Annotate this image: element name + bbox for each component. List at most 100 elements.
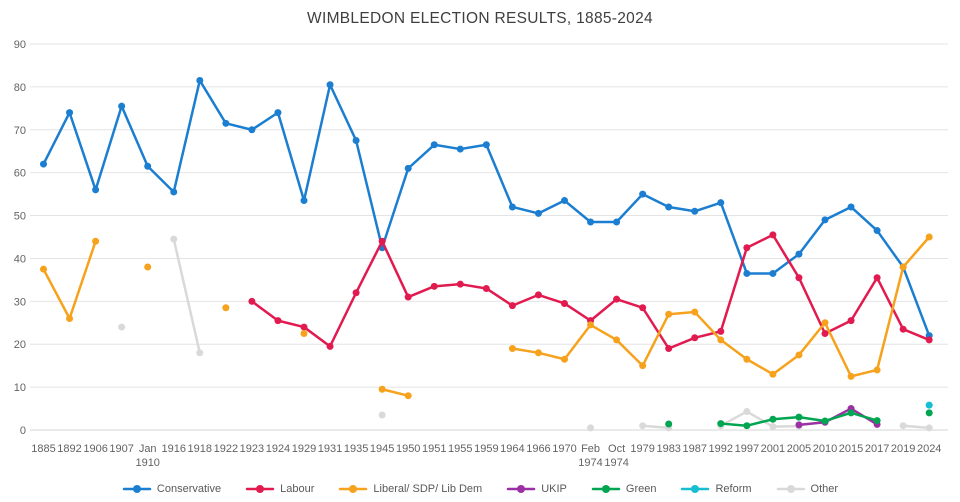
data-point bbox=[144, 263, 152, 271]
legend-item-conservative[interactable]: Conservative bbox=[122, 483, 221, 495]
x-tick-label: 1983 bbox=[656, 443, 680, 455]
x-tick-label: Feb 1974 bbox=[578, 443, 602, 469]
data-point bbox=[847, 317, 855, 325]
x-tick-label: 1931 bbox=[318, 443, 342, 455]
legend-item-labour[interactable]: Labour bbox=[245, 483, 314, 495]
x-tick-label: 1907 bbox=[109, 443, 133, 455]
data-point bbox=[196, 349, 204, 357]
series-conservative bbox=[40, 76, 933, 340]
y-tick-label: 70 bbox=[14, 125, 26, 137]
data-point bbox=[743, 269, 751, 277]
data-point bbox=[769, 415, 777, 423]
legend-label: Conservative bbox=[156, 483, 222, 495]
data-point bbox=[300, 323, 308, 331]
legend-label: Labour bbox=[280, 483, 315, 495]
data-point bbox=[40, 265, 47, 273]
data-point bbox=[587, 321, 595, 329]
data-point bbox=[847, 203, 855, 211]
series-other bbox=[118, 235, 933, 432]
data-point bbox=[769, 423, 777, 431]
data-point bbox=[534, 209, 542, 217]
data-point bbox=[847, 372, 855, 380]
series-line bbox=[511, 235, 931, 378]
data-point bbox=[326, 342, 334, 350]
data-point bbox=[925, 233, 933, 241]
data-point bbox=[196, 76, 204, 84]
data-point bbox=[873, 274, 881, 282]
data-point bbox=[300, 197, 308, 205]
series-liberal-sdp-lib-dem bbox=[40, 233, 933, 400]
x-tick-label: 2005 bbox=[787, 443, 811, 455]
data-point bbox=[899, 422, 907, 430]
x-tick-label: 1892 bbox=[57, 443, 81, 455]
data-point bbox=[170, 188, 178, 196]
x-tick-label: Jan 1910 bbox=[135, 443, 159, 469]
data-point bbox=[40, 160, 47, 168]
data-point bbox=[717, 199, 725, 207]
data-point bbox=[170, 235, 178, 243]
data-point bbox=[639, 362, 647, 370]
data-point bbox=[482, 141, 490, 149]
x-tick-label: 1964 bbox=[500, 443, 524, 455]
data-point bbox=[665, 345, 673, 353]
data-point bbox=[717, 420, 725, 428]
conservative-series-marker-icon bbox=[122, 485, 152, 493]
series-line bbox=[380, 388, 410, 397]
data-point bbox=[404, 164, 412, 172]
x-tick-label: 1935 bbox=[344, 443, 368, 455]
data-point bbox=[717, 336, 725, 344]
legend-item-reform[interactable]: Reform bbox=[680, 483, 752, 495]
legend-item-other[interactable]: Other bbox=[776, 483, 838, 495]
x-tick-label: 2019 bbox=[891, 443, 915, 455]
x-tick-label: 1951 bbox=[422, 443, 446, 455]
data-point bbox=[66, 109, 74, 117]
data-point bbox=[639, 422, 647, 430]
data-point bbox=[691, 334, 699, 342]
legend-label: Liberal/ SDP/ Lib Dem bbox=[373, 483, 483, 495]
y-tick-label: 50 bbox=[14, 211, 26, 223]
x-tick-label: 1945 bbox=[370, 443, 394, 455]
data-point bbox=[795, 413, 803, 421]
x-tick-label: 1970 bbox=[552, 443, 576, 455]
data-point bbox=[743, 244, 751, 252]
data-point bbox=[404, 392, 412, 400]
x-tick-label: 1966 bbox=[526, 443, 550, 455]
data-point bbox=[456, 280, 464, 288]
x-tick-label: 1950 bbox=[396, 443, 420, 455]
x-tick-label: Oct 1974 bbox=[604, 443, 628, 469]
data-point bbox=[665, 203, 673, 211]
data-point bbox=[717, 327, 725, 335]
data-point bbox=[795, 274, 803, 282]
x-tick-label: 2001 bbox=[761, 443, 785, 455]
data-point bbox=[821, 319, 829, 327]
data-point bbox=[378, 237, 386, 245]
data-point bbox=[743, 408, 751, 416]
data-point bbox=[248, 126, 256, 134]
y-tick-label: 90 bbox=[14, 39, 26, 51]
legend-item-green[interactable]: Green bbox=[591, 483, 656, 495]
series-line bbox=[641, 424, 670, 430]
x-tick-label: 1916 bbox=[162, 443, 186, 455]
labour-series-marker-icon bbox=[245, 485, 275, 493]
legend-item-ukip[interactable]: UKIP bbox=[506, 483, 567, 495]
series-green bbox=[665, 409, 933, 430]
data-point bbox=[66, 314, 74, 322]
x-tick-label: 1924 bbox=[266, 443, 290, 455]
data-point bbox=[613, 336, 621, 344]
data-point bbox=[639, 190, 647, 198]
x-tick-label: 1959 bbox=[474, 443, 498, 455]
x-tick-label: 1918 bbox=[188, 443, 212, 455]
data-point bbox=[118, 102, 126, 110]
data-point bbox=[222, 304, 230, 312]
x-tick-label: 2010 bbox=[813, 443, 837, 455]
data-point bbox=[795, 421, 803, 429]
y-tick-label: 60 bbox=[14, 168, 26, 180]
data-point bbox=[508, 345, 516, 353]
legend-label: Reform bbox=[715, 483, 752, 495]
data-point bbox=[144, 162, 152, 170]
legend-item-liberal-sdp-lib-dem[interactable]: Liberal/ SDP/ Lib Dem bbox=[338, 483, 482, 495]
data-point bbox=[430, 282, 438, 290]
series-line bbox=[719, 410, 801, 428]
data-point bbox=[665, 310, 673, 318]
